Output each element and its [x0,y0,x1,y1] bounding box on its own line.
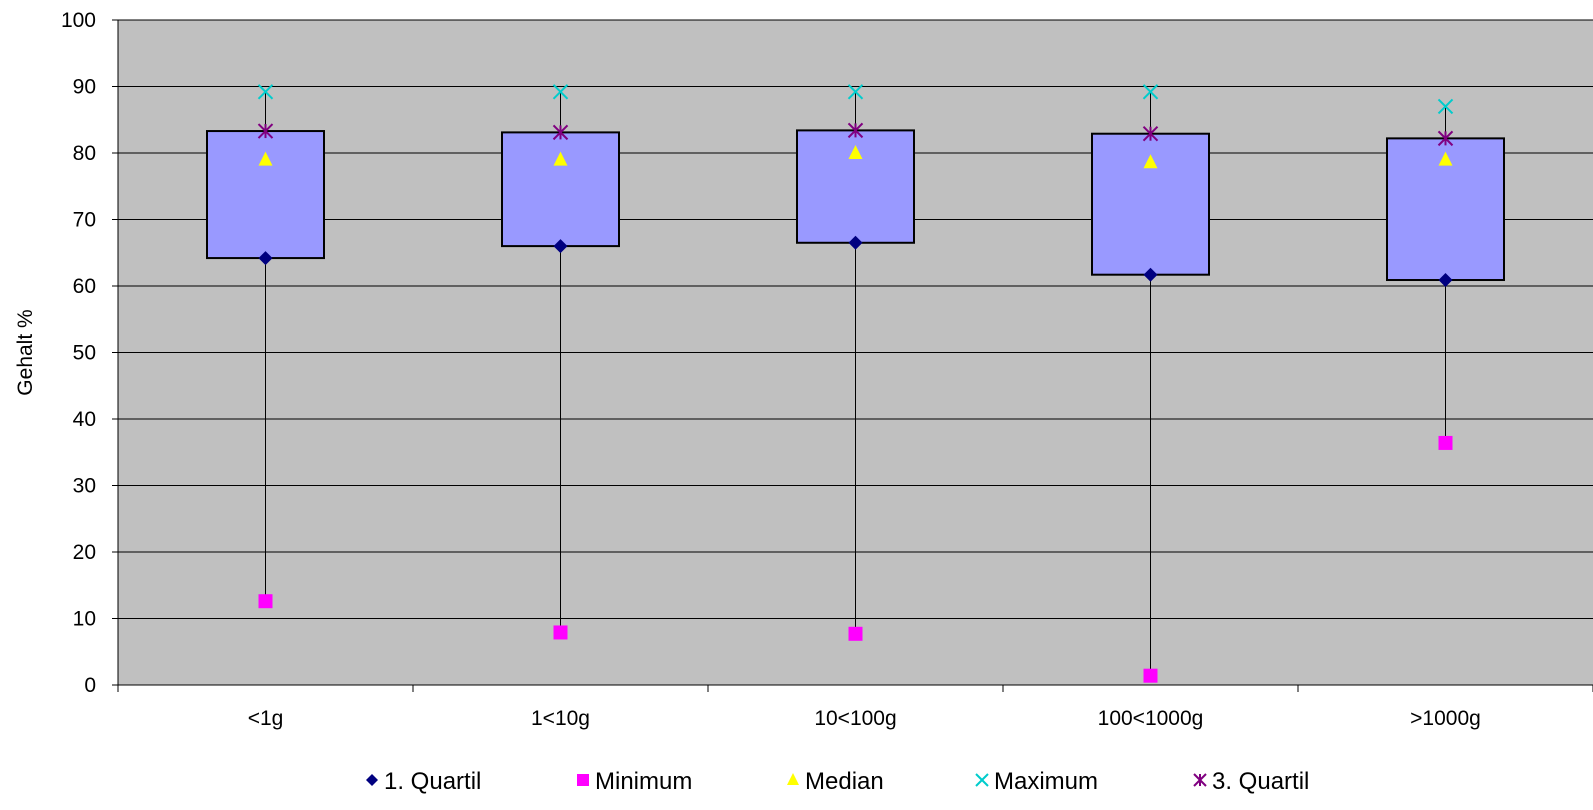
legend-marker [787,773,799,785]
marker-star [257,123,274,139]
x-tick-label: >1000g [1410,707,1481,730]
y-tick-label: 100 [61,9,96,32]
marker-triangle [1438,151,1453,166]
x-stroke [257,84,274,100]
x-axis: <1g 1<10g 10<100g 100<1000g >1000g [117,684,1593,730]
y-axis: 0 10 20 30 40 50 60 70 80 90 100 [61,9,119,697]
marker-square [848,626,863,641]
data-markers [257,84,1454,683]
marker-x [847,84,864,100]
x-stroke [975,773,989,787]
y-tick-label: 50 [73,342,96,365]
y-tick-label: 60 [73,275,96,298]
marker-x [552,84,569,100]
y-tick-label: 90 [73,76,96,99]
legend-label: Median [805,768,884,795]
marker-triangle [1143,154,1158,169]
marker-x [257,84,274,100]
y-tick-label: 0 [84,674,96,697]
marker-x [1437,98,1454,115]
legend-marker [577,774,589,786]
marker-x [1142,84,1159,100]
x-tick-label: 100<1000g [1098,707,1204,730]
marker-square [1143,668,1158,683]
legend-label: 3. Quartil [1212,768,1309,795]
legend-label: Maximum [994,768,1098,795]
legend-label: Minimum [595,768,692,795]
marker-square [258,594,273,609]
box [501,131,620,248]
marker-star [847,122,864,139]
legend: 1. Quartil Minimum Median Maximum 3. Quartil [366,768,1309,795]
legend-marker [975,773,989,787]
marker-triangle [848,145,863,159]
x-tick-label: <1g [248,707,284,730]
y-tick-label: 70 [73,209,96,232]
x-tick-label: 10<100g [814,707,896,730]
x-stroke [847,84,864,100]
y-tick-label: 40 [73,408,96,431]
legend-marker [366,774,378,786]
marker-diamond [848,235,863,250]
y-axis-title: Gehalt % [14,309,37,395]
marker-star [1142,126,1159,142]
marker-diamond [553,239,568,254]
marker-triangle [553,151,568,166]
y-tick-label: 10 [73,608,96,631]
marker-diamond [1438,273,1453,288]
marker-diamond [258,251,273,266]
marker-diamond [1143,267,1158,282]
y-tick-label: 80 [73,142,96,165]
marker-square [553,625,568,640]
y-tick-label: 20 [73,541,96,564]
marker-square [1438,435,1453,450]
marker-star [1437,130,1454,147]
legend-marker [1193,773,1207,787]
x-tick-label: 1<10g [531,707,590,730]
marker-triangle [258,151,273,166]
y-tick-label: 30 [73,475,96,498]
x-stroke [552,84,569,100]
x-stroke [1437,98,1454,115]
x-stroke [1142,84,1159,100]
legend-label: 1. Quartil [384,768,481,795]
marker-star [552,124,569,141]
gridlines [118,19,1593,619]
box [206,130,325,260]
boxes [206,91,1505,676]
